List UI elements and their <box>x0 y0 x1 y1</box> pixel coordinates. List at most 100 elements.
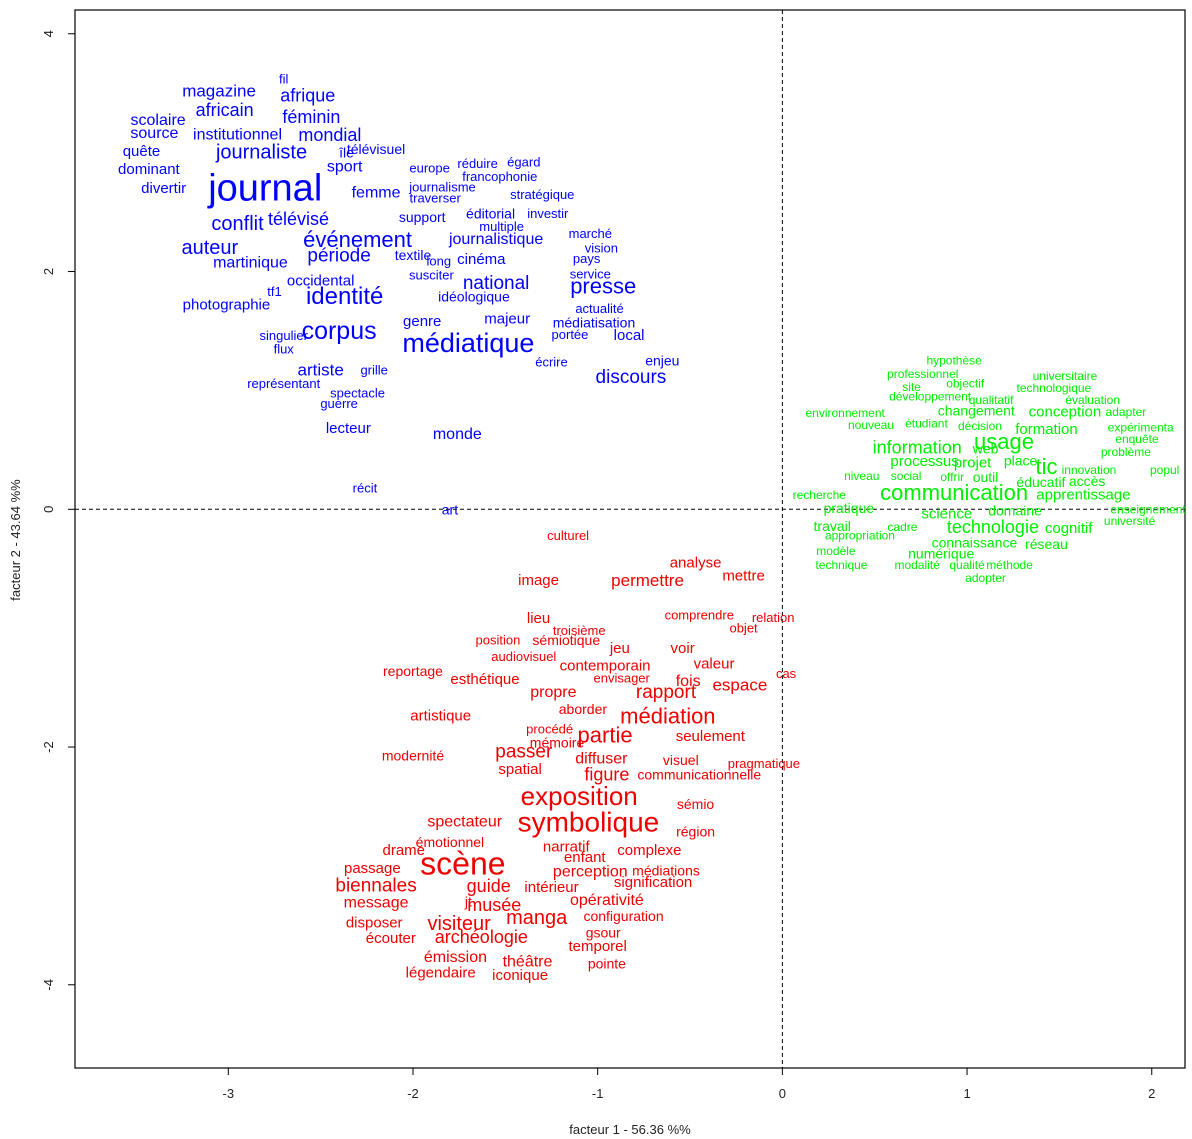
word-label: visuel <box>663 752 699 768</box>
word-label: artistique <box>410 708 471 725</box>
word-label: susciter <box>409 268 454 283</box>
x-tick-label: -2 <box>407 1086 419 1101</box>
word-label: information <box>873 437 962 457</box>
word-label: opérativité <box>570 892 644 909</box>
word-label: enseignement <box>1110 502 1186 516</box>
word-label: conception <box>1029 403 1102 420</box>
word-label: usage <box>974 429 1034 454</box>
x-tick-label: 0 <box>779 1086 786 1101</box>
word-label: drame <box>382 842 425 859</box>
word-label: changement <box>938 403 1015 419</box>
word-label: pragmatique <box>728 756 800 771</box>
word-label: temporel <box>568 938 626 955</box>
word-label: seulement <box>676 728 746 745</box>
word-label: éditorial <box>466 205 515 221</box>
word-label: figure <box>584 764 629 784</box>
x-tick-label: -1 <box>592 1086 604 1101</box>
word-label: procédé <box>526 722 573 737</box>
word-label: archéologie <box>435 927 528 947</box>
word-label: esthétique <box>450 671 519 688</box>
word-label: accès <box>1069 473 1106 489</box>
word-label: journaliste <box>215 142 307 164</box>
word-label: expérimenta <box>1108 420 1174 434</box>
x-axis-ticks: -3 -2 -1 0 1 2 <box>223 1068 1155 1101</box>
word-label: innovation <box>1062 463 1117 477</box>
word-label: contemporain <box>560 658 651 675</box>
word-label: multiple <box>479 219 524 234</box>
word-label: enquête <box>1115 432 1159 446</box>
word-label: adapter <box>1106 405 1147 419</box>
word-label: institutionnel <box>193 126 282 143</box>
word-label: spectacle <box>330 385 385 400</box>
word-label: problème <box>1101 445 1151 459</box>
word-label: rapport <box>636 682 697 703</box>
word-label: cas <box>776 666 797 681</box>
word-label: flux <box>274 341 295 356</box>
word-label: médiatisation <box>553 315 636 331</box>
word-label: sémio <box>677 796 715 812</box>
word-label: portée <box>552 327 589 342</box>
word-label: guide <box>467 876 511 896</box>
word-label: web <box>972 441 999 457</box>
word-label: technique <box>815 558 867 572</box>
word-label: adopter <box>965 571 1006 585</box>
word-label: permettre <box>611 571 684 590</box>
word-label: sport <box>327 158 363 175</box>
word-label: sémiotique <box>532 632 600 648</box>
word-label: égard <box>507 155 540 170</box>
word-label: occidental <box>287 273 355 290</box>
y-tick-label: -4 <box>41 979 56 991</box>
word-label: développement <box>889 389 972 403</box>
word-label: passer <box>495 741 553 762</box>
word-label: technologie <box>947 517 1039 537</box>
word-label: projet <box>954 454 992 471</box>
word-label: pays <box>573 251 601 266</box>
word-label: représentant <box>247 376 320 391</box>
word-label: étudiant <box>905 417 948 431</box>
y-tick-label: -2 <box>41 741 56 753</box>
word-label: tf1 <box>267 284 281 299</box>
word-label: enfant <box>564 849 607 866</box>
word-label: message <box>344 894 409 911</box>
word-label: culturel <box>547 528 589 543</box>
word-label: jt <box>464 894 472 910</box>
y-axis-ticks: -4 -2 0 2 4 <box>41 30 75 991</box>
word-label: qualité <box>949 558 985 572</box>
word-label: service <box>570 266 611 281</box>
word-label: médiatique <box>402 328 534 358</box>
word-label: corpus <box>302 317 377 345</box>
word-label: auteur <box>181 237 238 259</box>
word-label: martinique <box>213 255 288 272</box>
word-label: modèle <box>816 544 856 558</box>
word-label: textile <box>395 247 432 263</box>
word-label: théâtre <box>503 954 553 971</box>
word-label: diffuser <box>575 750 628 767</box>
word-label: cinéma <box>457 251 506 268</box>
word-label: fois <box>676 673 701 690</box>
word-label: mémoire <box>530 734 585 750</box>
word-label: relation <box>752 610 795 625</box>
word-label: national <box>463 273 530 294</box>
word-label: disposer <box>346 914 403 931</box>
word-label: stratégique <box>510 187 574 202</box>
word-label: divertir <box>141 180 186 197</box>
word-label: biennales <box>335 876 416 897</box>
word-label: cadre <box>887 520 917 534</box>
word-label: conflit <box>211 213 264 235</box>
word-label: vision <box>585 240 618 255</box>
word-label: journal <box>207 167 322 209</box>
word-label: journalistique <box>448 231 543 248</box>
word-label: source <box>130 125 178 142</box>
word-label: social <box>891 469 922 483</box>
word-label: pointe <box>588 955 626 971</box>
word-label: outil <box>973 469 999 485</box>
word-label: offrir <box>940 470 964 484</box>
word-label: place <box>1004 453 1038 469</box>
word-label: scène <box>420 846 505 882</box>
word-label: télévisé <box>268 209 329 229</box>
word-label: femme <box>352 185 401 202</box>
word-label: grille <box>360 363 387 378</box>
word-label: domaine <box>988 502 1042 518</box>
word-label: émission <box>424 949 487 966</box>
word-label: iconique <box>492 967 548 984</box>
